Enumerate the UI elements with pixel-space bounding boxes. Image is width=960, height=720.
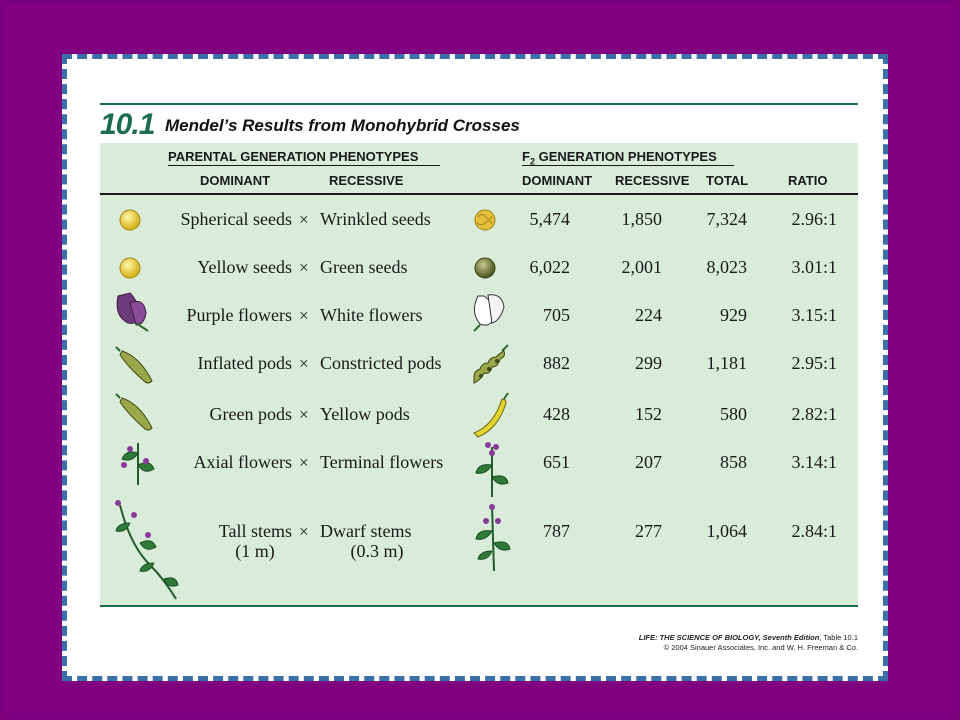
inflated-pod-icon (115, 346, 153, 384)
dominant-phenotype-height: (1 m) (235, 541, 275, 561)
credit-line: LIFE: THE SCIENCE OF BIOLOGY, Seventh Ed… (500, 633, 858, 653)
f2-ratio: 2.82:1 (791, 404, 837, 424)
f2-ratio: 3.15:1 (791, 305, 837, 325)
recessive-phenotype-height: (0.3 m) (350, 541, 404, 561)
yellow-pod-icon (473, 392, 509, 438)
header-f2-dominant: DOMINANT (522, 173, 593, 188)
recessive-phenotype: Constricted pods (320, 353, 442, 373)
f2-total-count: 8,023 (706, 257, 748, 277)
terminal-flower-plant-icon (475, 442, 509, 497)
dominant-phenotype: Yellow seeds (197, 257, 292, 277)
axial-flower-plant-icon (121, 443, 155, 485)
credit-source: LIFE: THE SCIENCE OF BIOLOGY, Seventh Ed… (638, 633, 820, 642)
f2-recessive-count: 2,001 (621, 257, 663, 277)
f2-dominant-count: 705 (543, 305, 570, 325)
f2-ratio: 3.01:1 (791, 257, 837, 277)
dominant-phenotype: Tall stems (218, 521, 292, 541)
results-table: PARENTAL GENERATION PHENOTYPES F2 GENERA… (100, 143, 858, 606)
f2-recessive-count: 1,850 (621, 209, 663, 229)
dominant-phenotype: Inflated pods (197, 353, 292, 373)
cross-symbol: × (299, 453, 309, 472)
f2-ratio: 3.14:1 (791, 452, 837, 472)
constricted-pod-icon (473, 344, 509, 384)
f2-total-count: 1,064 (706, 521, 748, 541)
table-title: Mendel’s Results from Monohybrid Crosses (165, 116, 520, 135)
dwarf-stem-plant-icon (475, 504, 511, 572)
f2-header: F2 GENERATION PHENOTYPES (522, 149, 717, 167)
f2-ratio: 2.84:1 (791, 521, 837, 541)
f2-dominant-count: 651 (543, 452, 570, 472)
f2-dominant-count: 787 (543, 521, 570, 541)
dominant-phenotype: Green pods (209, 404, 292, 424)
spherical-seed-icon (119, 209, 141, 231)
f2-total-count: 858 (720, 452, 747, 472)
header-dominant: DOMINANT (200, 173, 271, 188)
recessive-phenotype: Green seeds (320, 257, 408, 277)
header-f2-recessive: RECESSIVE (615, 173, 690, 188)
f2-dominant-count: 428 (543, 404, 570, 424)
f2-total-count: 929 (720, 305, 747, 325)
table-top-rule (100, 103, 858, 105)
header-ratio: RATIO (788, 173, 828, 188)
recessive-phenotype: Dwarf stems (320, 521, 412, 541)
green-pod-icon (115, 393, 153, 431)
parental-header: PARENTAL GENERATION PHENOTYPES (168, 149, 419, 164)
cross-symbol: × (299, 258, 309, 277)
header-separator (100, 193, 858, 195)
dominant-phenotype: Spherical seeds (180, 209, 292, 229)
f2-total-count: 580 (720, 404, 747, 424)
wrinkled-seed-icon (474, 209, 496, 231)
f2-dominant-count: 882 (543, 353, 570, 373)
purple-flower-icon (116, 292, 149, 332)
header-recessive: RECESSIVE (329, 173, 404, 188)
f2-dominant-count: 6,022 (529, 257, 571, 277)
cross-symbol: × (299, 354, 309, 373)
f2-recessive-count: 152 (635, 404, 662, 424)
green-seed-icon (474, 257, 496, 279)
f2-ratio: 2.96:1 (791, 209, 837, 229)
cross-symbol: × (299, 210, 309, 229)
white-flower-icon (473, 294, 505, 332)
credit-copyright: © 2004 Sinauer Associates, Inc. and W. H… (663, 643, 858, 652)
f2-recessive-count: 207 (635, 452, 662, 472)
table-bottom-rule (100, 605, 858, 607)
parental-underline (168, 165, 440, 166)
f2-recessive-count: 224 (635, 305, 662, 325)
dominant-phenotype: Purple flowers (186, 305, 292, 325)
f2-total-count: 1,181 (706, 353, 748, 373)
tall-stem-plant-icon (115, 500, 179, 600)
recessive-phenotype: White flowers (320, 305, 423, 325)
cross-symbol: × (299, 522, 309, 541)
f2-recessive-count: 299 (635, 353, 662, 373)
header-total: TOTAL (706, 173, 749, 188)
table-number: 10.1 (100, 108, 155, 141)
f2-total-count: 7,324 (706, 209, 748, 229)
f2-underline (522, 165, 734, 166)
credit-table-ref: , Table 10.1 (819, 633, 858, 642)
recessive-phenotype: Terminal flowers (320, 452, 444, 472)
cross-symbol: × (299, 306, 309, 325)
cross-symbol: × (299, 405, 309, 424)
f2-ratio: 2.95:1 (791, 353, 837, 373)
recessive-phenotype: Wrinkled seeds (320, 209, 431, 229)
f2-dominant-count: 5,474 (529, 209, 571, 229)
trait-illustrations (115, 209, 511, 600)
recessive-phenotype: Yellow pods (320, 404, 410, 424)
dominant-phenotype: Axial flowers (193, 452, 292, 472)
f2-recessive-count: 277 (635, 521, 662, 541)
yellow-seed-icon (119, 257, 141, 279)
